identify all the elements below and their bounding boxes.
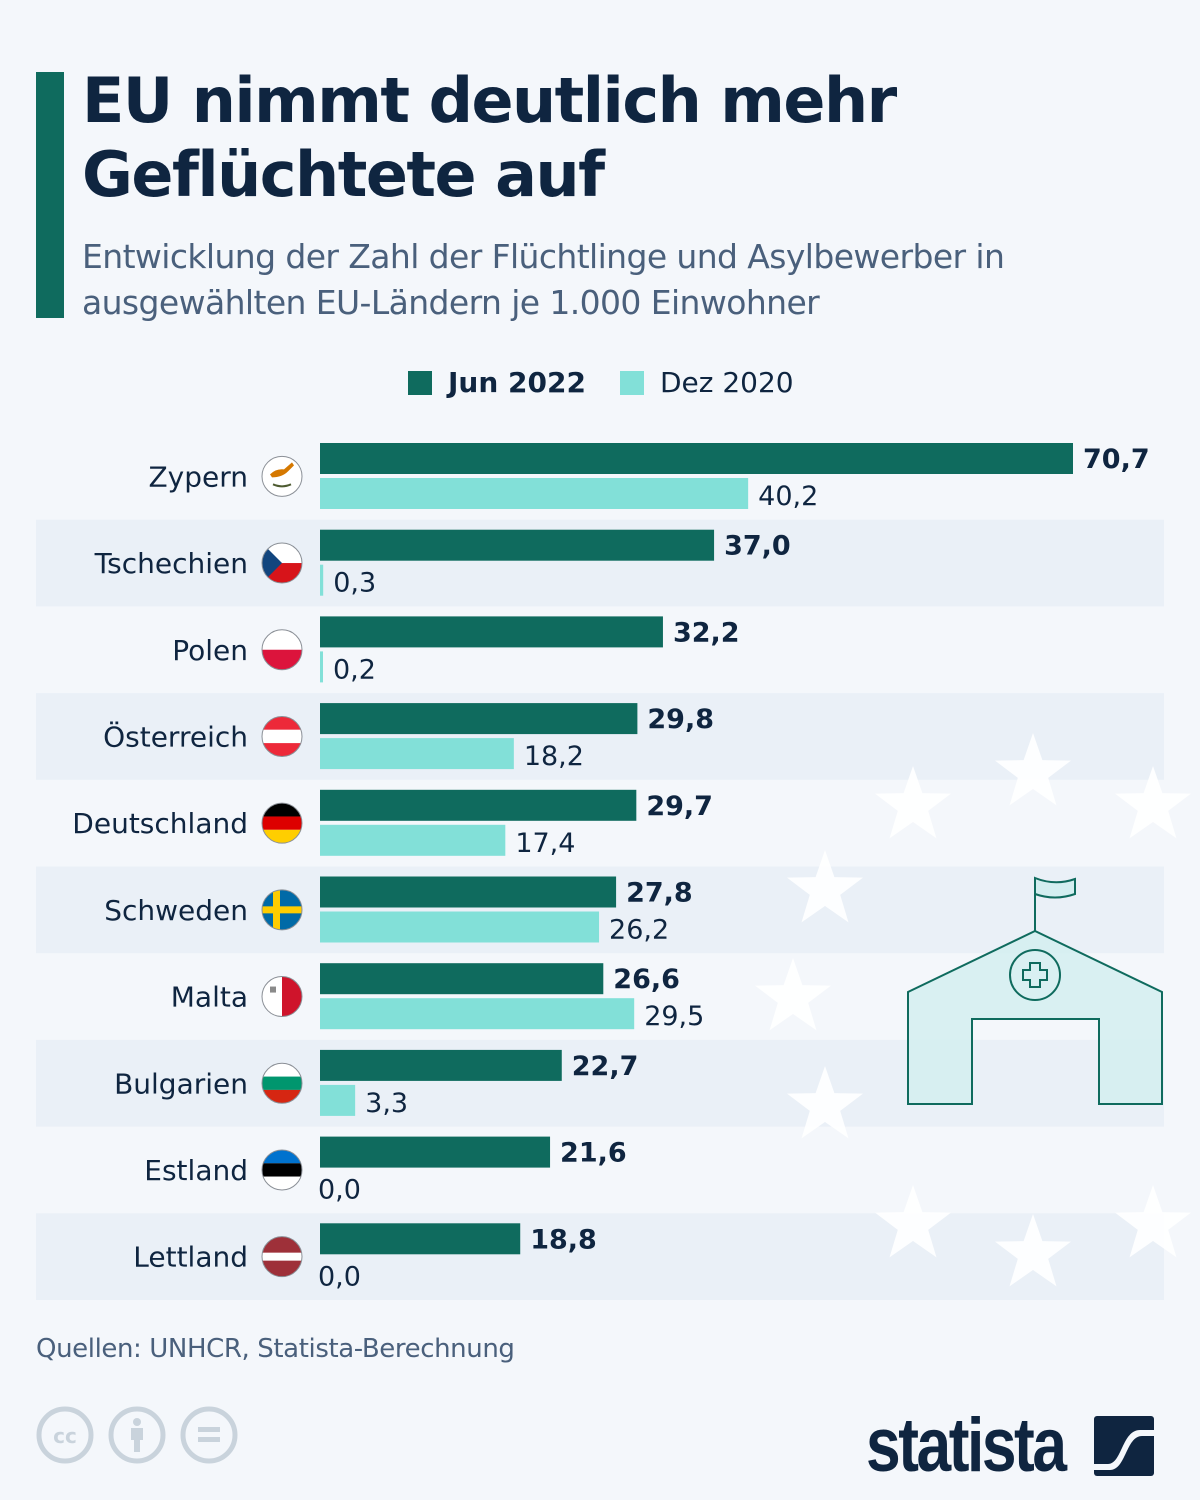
bar-jun-2022-zypern (320, 443, 1073, 474)
eu-star-icon (787, 1066, 863, 1139)
statista-logo[interactable]: statista (866, 1402, 1154, 1489)
value-label-jun-2022-malta: 26,6 (613, 964, 680, 995)
value-label-jun-2022-bulgarien: 22,7 (572, 1051, 639, 1082)
value-label-dez-2020-tschechien: 0,3 (333, 568, 376, 599)
eu-star-icon (875, 766, 951, 839)
category-label-zypern: Zypern (148, 460, 248, 493)
bar-jun-2022-bulgarien (320, 1049, 562, 1081)
eu-star-icon (995, 1214, 1071, 1287)
czech-flag-icon (261, 542, 303, 584)
value-label-dez-2020-malta: 29,5 (644, 1001, 704, 1032)
value-label-jun-2022-oesterreich: 29,8 (647, 704, 714, 735)
svg-text:cc: cc (53, 1424, 77, 1448)
bar-jun-2022-estland (320, 1136, 551, 1168)
title-accent-bar (36, 72, 64, 318)
bar-jun-2022-malta (320, 963, 604, 995)
value-label-jun-2022-deutschland: 29,7 (646, 791, 713, 822)
legend-label: Dez 2020 (659, 366, 794, 399)
eu-star-icon (1115, 1185, 1191, 1258)
legend-label: Jun 2022 (448, 366, 586, 399)
legend-item-dez-2020: Dez 2020 (619, 366, 794, 399)
legend: Jun 2022 Dez 2020 (408, 366, 828, 399)
bar-dez-2020-oesterreich (320, 738, 514, 770)
category-label-polen: Polen (172, 634, 248, 667)
bar-dez-2020-polen (320, 651, 323, 683)
category-label-malta: Malta (171, 981, 248, 1014)
value-label-dez-2020-oesterreich: 18,2 (524, 741, 584, 772)
eu-star-icon (1115, 766, 1191, 839)
value-label-jun-2022-schweden: 27,8 (626, 878, 693, 909)
bar-dez-2020-schweden (320, 911, 600, 943)
category-label-estland: Estland (144, 1154, 248, 1187)
germany-flag-icon (261, 802, 303, 844)
value-label-jun-2022-polen: 32,2 (673, 617, 740, 648)
bar-dez-2020-tschechien (320, 564, 324, 596)
value-label-jun-2022-estland: 21,6 (560, 1138, 627, 1169)
bar-jun-2022-deutschland (320, 789, 637, 821)
value-label-dez-2020-bulgarien: 3,3 (365, 1088, 408, 1119)
chart-subtitle: Entwicklung der Zahl der Flüchtlinge und… (82, 237, 1005, 322)
value-label-dez-2020-lettland: 0,0 (318, 1261, 361, 1292)
bar-jun-2022-schweden (320, 876, 617, 908)
latvia-flag-icon (261, 1236, 303, 1278)
eu-star-icon (787, 850, 863, 923)
hospital-tent-icon (907, 876, 1163, 1105)
legend-swatch-dez-2020 (619, 370, 644, 395)
value-label-dez-2020-zypern: 40,2 (758, 481, 818, 512)
bar-jun-2022-lettland (320, 1223, 521, 1255)
legend-item-jun-2022: Jun 2022 (408, 366, 586, 399)
estonia-flag-icon (261, 1149, 303, 1191)
row-stripe (36, 1039, 1164, 1127)
bar-jun-2022-oesterreich (320, 703, 638, 735)
row-stripe (36, 1213, 1164, 1300)
value-label-dez-2020-polen: 0,2 (333, 654, 376, 685)
category-label-tschechien: Tschechien (94, 547, 248, 580)
austria-flag-icon (261, 715, 303, 757)
no-derivatives-icon[interactable] (180, 1406, 238, 1464)
attribution-icon[interactable] (108, 1406, 166, 1464)
legend-swatch-jun-2022 (408, 370, 432, 395)
value-label-jun-2022-tschechien: 37,0 (724, 531, 791, 562)
bar-jun-2022-polen (320, 616, 663, 648)
bar-dez-2020-deutschland (320, 824, 506, 856)
value-label-dez-2020-deutschland: 17,4 (515, 828, 575, 859)
malta-flag-icon (261, 976, 303, 1018)
value-label-jun-2022-zypern: 70,7 (1083, 444, 1150, 475)
bar-dez-2020-bulgarien (320, 1084, 356, 1116)
source-note: Quellen: UNHCR, Statista-Berechnung (36, 1334, 515, 1364)
bar-jun-2022-tschechien (320, 529, 715, 561)
category-label-lettland: Lettland (133, 1241, 248, 1274)
statista-logo-icon (1094, 1415, 1154, 1476)
value-label-dez-2020-estland: 0,0 (318, 1175, 361, 1206)
bar-dez-2020-zypern (320, 478, 749, 509)
value-label-dez-2020-schweden: 26,2 (609, 915, 669, 946)
category-label-oesterreich: Österreich (103, 719, 248, 753)
license-icons: cc (36, 1406, 252, 1464)
category-label-schweden: Schweden (104, 894, 248, 927)
bar-dez-2020-malta (320, 998, 635, 1030)
cyprus-flag-icon (261, 455, 303, 497)
category-label-bulgarien: Bulgarien (114, 1067, 248, 1100)
eu-star-icon (995, 733, 1071, 806)
bulgaria-flag-icon (261, 1062, 303, 1104)
poland-flag-icon (261, 629, 303, 671)
statista-logo-text: statista (866, 1403, 1067, 1488)
value-label-jun-2022-lettland: 18,8 (530, 1224, 597, 1255)
cc-icon[interactable]: cc (36, 1406, 94, 1464)
eu-star-icon (875, 1185, 951, 1258)
chart-title: EU nimmt deutlich mehr Geflüchtete auf (82, 64, 897, 211)
category-label-deutschland: Deutschland (72, 807, 248, 840)
eu-star-icon (755, 958, 831, 1031)
sweden-flag-icon (261, 889, 303, 931)
